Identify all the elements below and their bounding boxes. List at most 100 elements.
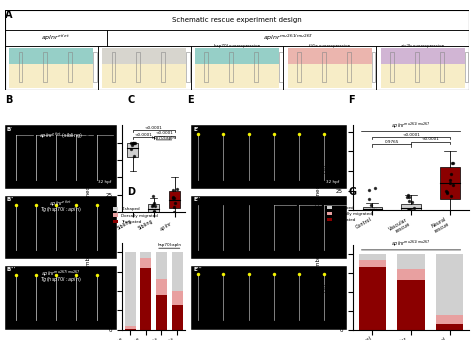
Bar <box>5 10 469 30</box>
Point <box>169 187 177 192</box>
Bar <box>229 52 233 82</box>
Bar <box>125 329 136 330</box>
Point <box>443 188 450 193</box>
Bar <box>102 48 186 64</box>
Point <box>173 187 180 192</box>
Bar <box>363 206 382 210</box>
Text: zic2b overexpression: zic2b overexpression <box>401 44 445 48</box>
Legend: T-shaped, Dorsally migrated, Truncated: T-shaped, Dorsally migrated, Truncated <box>326 204 374 224</box>
Bar <box>398 269 425 280</box>
Point <box>170 209 178 215</box>
Text: F: F <box>348 95 355 105</box>
Bar <box>68 52 72 82</box>
Text: E: E <box>187 95 194 105</box>
Point <box>365 196 373 201</box>
Bar <box>140 252 151 258</box>
Point <box>150 209 158 215</box>
Bar <box>9 48 93 64</box>
Point <box>449 183 457 188</box>
Point <box>406 199 413 204</box>
Bar <box>254 52 258 82</box>
Bar <box>436 314 464 324</box>
Legend: T-shaped, Dorsally migrated, Truncated: T-shaped, Dorsally migrated, Truncated <box>112 206 160 225</box>
Point <box>406 208 413 213</box>
Bar <box>401 204 421 210</box>
Text: fli1a overexpression: fli1a overexpression <box>309 44 351 48</box>
Bar <box>140 258 151 268</box>
Bar <box>204 52 208 82</box>
Point <box>369 208 376 213</box>
Bar <box>372 52 375 82</box>
Point <box>150 208 158 213</box>
Text: E': E' <box>194 126 199 132</box>
Y-axis label: ISV phenotypes per embryo
[%]: ISV phenotypes per embryo [%] <box>86 248 97 325</box>
Bar <box>111 52 115 82</box>
Bar <box>440 52 444 82</box>
Point <box>170 196 177 201</box>
Point <box>129 140 137 146</box>
Point <box>130 140 138 146</box>
Point <box>447 171 454 177</box>
Bar <box>381 48 465 88</box>
Bar <box>415 52 419 82</box>
Point <box>446 177 454 183</box>
Bar <box>359 254 386 260</box>
Point <box>404 207 412 213</box>
Point <box>127 147 135 152</box>
Point <box>149 202 156 208</box>
Bar <box>322 52 326 82</box>
Point <box>368 208 375 213</box>
Text: <0.0001: <0.0001 <box>402 133 420 137</box>
Bar <box>381 48 465 64</box>
Bar <box>288 48 372 88</box>
Point <box>127 140 135 146</box>
Text: <0.0001: <0.0001 <box>145 126 163 130</box>
Bar <box>5 30 107 46</box>
Bar <box>398 280 425 330</box>
Point <box>171 200 179 205</box>
Text: Schematic rescue experiment design: Schematic rescue experiment design <box>172 17 302 23</box>
Point <box>443 191 451 196</box>
Bar <box>44 52 47 82</box>
Text: E'': E'' <box>194 197 201 202</box>
Point <box>370 208 377 213</box>
Point <box>405 208 413 213</box>
Point <box>443 189 451 194</box>
Text: $aplnr^{et/et}$ (sibling): $aplnr^{et/et}$ (sibling) <box>39 130 82 141</box>
Text: $aplnr^{mu261/mu267}$: $aplnr^{mu261/mu267}$ <box>391 120 431 131</box>
Bar <box>107 30 469 46</box>
Bar <box>186 52 190 82</box>
Bar <box>288 48 372 64</box>
Bar <box>359 267 386 330</box>
Point <box>367 202 374 208</box>
Bar <box>93 52 97 82</box>
Text: E''': E''' <box>194 267 202 272</box>
Bar <box>125 326 136 329</box>
Text: $Tg(hsp70l:apln)$: $Tg(hsp70l:apln)$ <box>40 205 82 214</box>
Point <box>150 209 158 215</box>
Bar <box>440 167 460 199</box>
Point <box>148 203 155 209</box>
Text: <0.0001: <0.0001 <box>134 133 152 137</box>
Point <box>405 195 412 200</box>
Text: $Tg(hsp70l:apln)$: $Tg(hsp70l:apln)$ <box>40 275 82 285</box>
Text: A: A <box>5 10 12 20</box>
Point <box>372 208 380 213</box>
Text: $aplnr^{mu261/mu267}$: $aplnr^{mu261/mu267}$ <box>391 239 431 249</box>
Point <box>129 140 137 146</box>
Text: 0.9765: 0.9765 <box>384 140 399 144</box>
Text: $aplnr^{mu267/mu267}$: $aplnr^{mu267/mu267}$ <box>41 269 81 279</box>
Text: hsp70l:apln: hsp70l:apln <box>157 243 181 248</box>
Y-axis label: Connected ISVs per embryo
[%]: Connected ISVs per embryo [%] <box>86 130 97 207</box>
Point <box>449 160 457 166</box>
Bar <box>195 48 279 64</box>
Text: $aplnr^{et/et}$: $aplnr^{et/et}$ <box>49 199 72 209</box>
Text: 32 hpf: 32 hpf <box>326 180 339 184</box>
Bar <box>102 48 186 88</box>
Point <box>407 208 414 213</box>
Text: hsp70l:apln: hsp70l:apln <box>152 136 176 139</box>
Point <box>365 187 373 192</box>
Text: $aplnr^{et/et}$: $aplnr^{et/et}$ <box>41 33 70 43</box>
Point <box>409 200 416 205</box>
Bar <box>98 46 191 90</box>
